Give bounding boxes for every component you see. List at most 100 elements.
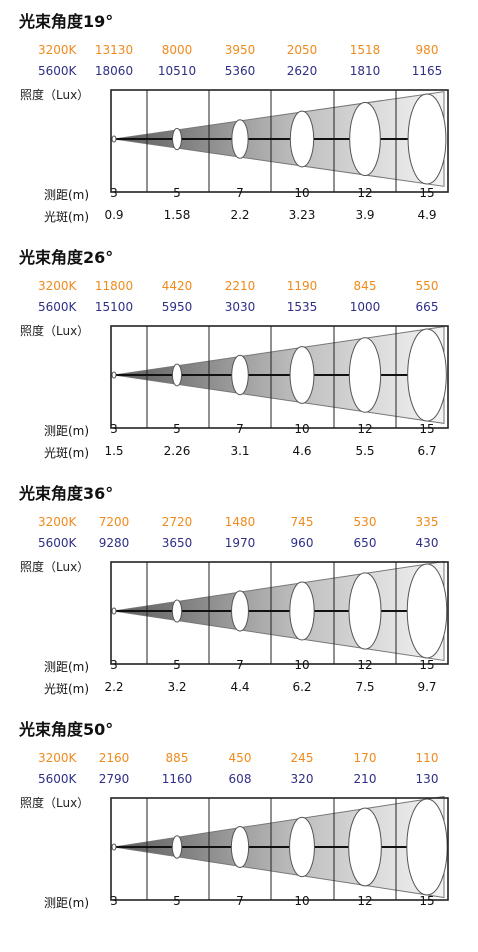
- beam-spot: [289, 816, 315, 878]
- lux-value: 1970: [224, 536, 256, 550]
- lux-value: 9280: [98, 536, 130, 550]
- spot-value: 6.7: [417, 444, 437, 458]
- lux-value: 1480: [224, 515, 256, 529]
- distance-tick: 3: [110, 894, 118, 908]
- spot-value: 0.9: [104, 208, 124, 222]
- distance-tick: 10: [294, 186, 310, 200]
- lux-value: 335: [415, 515, 439, 529]
- distance-label: 测距(m): [44, 660, 90, 674]
- distance-tick: 7: [236, 422, 244, 436]
- illuminance-label: 照度（Lux）: [20, 796, 90, 810]
- lux-value: 5950: [161, 300, 193, 314]
- panel-title: 光束角度19°: [19, 12, 114, 31]
- spot-value: 3.2: [167, 680, 187, 694]
- lux-value: 608: [228, 772, 252, 786]
- lux-value: 745: [290, 515, 314, 529]
- lux-value: 4420: [161, 279, 193, 293]
- distance-tick: 12: [357, 658, 373, 672]
- distance-tick: 5: [173, 422, 181, 436]
- distance-tick: 7: [236, 894, 244, 908]
- distance-tick: 12: [357, 422, 373, 436]
- beam-diagram: [110, 89, 449, 193]
- beam-spot: [111, 135, 117, 143]
- beam-spot: [172, 127, 182, 151]
- lux-value: 665: [415, 300, 439, 314]
- lux-value: 130: [415, 772, 439, 786]
- distance-tick: 15: [419, 658, 435, 672]
- lux-value: 8000: [161, 43, 193, 57]
- distance-tick: 15: [419, 422, 435, 436]
- spot-value: 3.1: [230, 444, 250, 458]
- beam-spot: [406, 798, 448, 896]
- beam-panel: 光束角度26° 3200K 5600K 11800 4420 2210 1190 845 550…: [0, 244, 478, 480]
- lux-value: 2210: [224, 279, 256, 293]
- spot-value: 1.58: [163, 208, 191, 222]
- distance-label: 测距(m): [44, 424, 90, 438]
- beam-panel: 光束角度36° 3200K 5600K 7200 2720 1480 745 530 335 92…: [0, 480, 478, 716]
- panel-title: 光束角度26°: [19, 248, 114, 267]
- lux-value: 320: [290, 772, 314, 786]
- distance-tick: 3: [110, 422, 118, 436]
- beam-spot: [111, 843, 117, 851]
- lux-value: 3030: [224, 300, 256, 314]
- spot-value: 3.9: [355, 208, 375, 222]
- beam-diagram: [110, 560, 449, 665]
- lux-value: 1518: [349, 43, 381, 57]
- lux-value: 1810: [349, 64, 381, 78]
- lux-value: 1535: [286, 300, 318, 314]
- beam-spot: [348, 807, 382, 887]
- spot-value: 4.6: [292, 444, 312, 458]
- distance-tick: 7: [236, 186, 244, 200]
- beam-spot: [111, 607, 117, 615]
- beam-spot: [348, 572, 382, 650]
- distance-label: 测距(m): [44, 188, 90, 202]
- row-label-5600k: 5600K: [38, 772, 77, 786]
- spot-value: 2.2: [230, 208, 250, 222]
- beam-spot: [289, 581, 315, 641]
- beam-diagram: [110, 325, 449, 429]
- lux-value: 210: [353, 772, 377, 786]
- beam-spot: [406, 563, 448, 659]
- diagram-frame: [110, 89, 449, 193]
- lux-value: 1190: [286, 279, 318, 293]
- distance-tick: 15: [419, 186, 435, 200]
- beam-spot: [171, 363, 183, 387]
- diagram-frame: [110, 797, 449, 901]
- beam-spot: [407, 93, 447, 185]
- beam-spot: [111, 371, 117, 379]
- beam-spot: [171, 835, 183, 859]
- spot-value: 2.2: [104, 680, 124, 694]
- spot-label: 光斑(m): [44, 210, 90, 224]
- lux-value: 450: [228, 751, 252, 765]
- illuminance-label: 照度（Lux）: [20, 324, 90, 338]
- row-label-3200k: 3200K: [38, 43, 77, 57]
- spot-value: 1.5: [104, 444, 124, 458]
- lux-value: 845: [353, 279, 377, 293]
- diagram-frame: [110, 325, 449, 429]
- spot-value: 4.4: [230, 680, 250, 694]
- lux-value: 110: [415, 751, 439, 765]
- spot-value: 6.2: [292, 680, 312, 694]
- lux-value: 550: [415, 279, 439, 293]
- spot-label: 光斑(m): [44, 446, 90, 460]
- distance-tick: 5: [173, 894, 181, 908]
- distance-tick: 10: [294, 658, 310, 672]
- lux-value: 7200: [98, 515, 130, 529]
- spot-value: 5.5: [355, 444, 375, 458]
- lux-value: 2160: [98, 751, 130, 765]
- beam-panel: 光束角度50° 3200K 5600K 2160 885 450 245 170 110 2790…: [0, 716, 478, 952]
- distance-tick: 7: [236, 658, 244, 672]
- lux-value: 2790: [98, 772, 130, 786]
- row-label-5600k: 5600K: [38, 64, 77, 78]
- beam-spot: [231, 119, 249, 159]
- beam-spot: [289, 346, 315, 404]
- lux-value: 18060: [94, 64, 134, 78]
- distance-tick: 3: [110, 658, 118, 672]
- lux-value: 15100: [94, 300, 134, 314]
- lux-value: 1165: [411, 64, 443, 78]
- lux-value: 430: [415, 536, 439, 550]
- distance-tick: 10: [294, 422, 310, 436]
- lux-value: 980: [415, 43, 439, 57]
- lux-value: 170: [353, 751, 377, 765]
- row-label-5600k: 5600K: [38, 300, 77, 314]
